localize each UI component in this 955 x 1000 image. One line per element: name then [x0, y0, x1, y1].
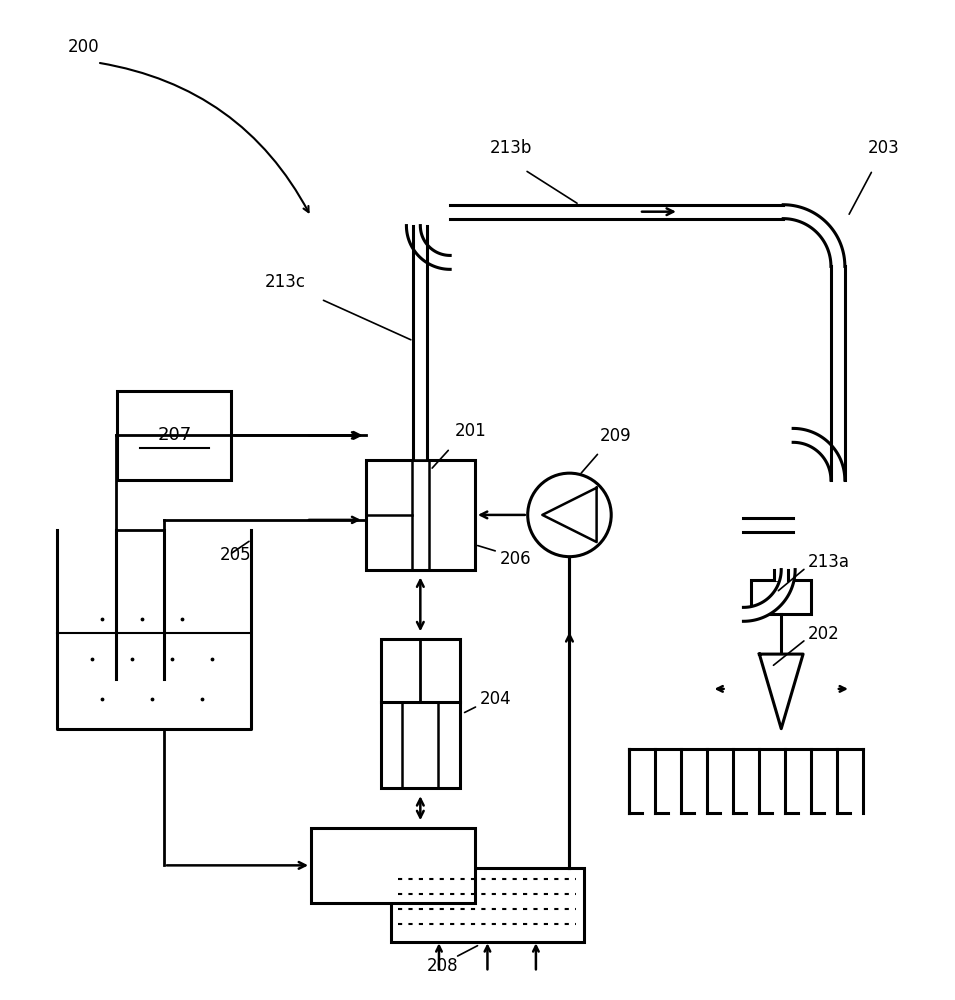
Bar [391, 868, 584, 942]
Bar [380, 639, 460, 788]
Text: 208: 208 [426, 957, 458, 975]
Text: 213a: 213a [808, 553, 850, 571]
Circle shape [528, 473, 611, 557]
Text: 205: 205 [220, 546, 251, 564]
Text: 209: 209 [600, 427, 631, 445]
Text: 202: 202 [808, 625, 839, 643]
Polygon shape [407, 226, 450, 269]
Text: 203: 203 [868, 139, 900, 157]
Polygon shape [783, 205, 845, 266]
Text: 207: 207 [158, 426, 191, 444]
Text: 206: 206 [499, 550, 532, 568]
Bar [366, 460, 475, 570]
Text: 200: 200 [68, 38, 99, 56]
Bar [311, 828, 475, 903]
Bar [752, 580, 811, 614]
Text: 213c: 213c [265, 273, 306, 291]
Text: 213b: 213b [490, 139, 532, 157]
Polygon shape [743, 570, 796, 621]
Text: 201: 201 [456, 422, 487, 440]
Polygon shape [794, 428, 845, 480]
Polygon shape [542, 488, 597, 542]
Bar [117, 391, 231, 480]
Polygon shape [759, 654, 803, 729]
Text: 204: 204 [480, 690, 512, 708]
